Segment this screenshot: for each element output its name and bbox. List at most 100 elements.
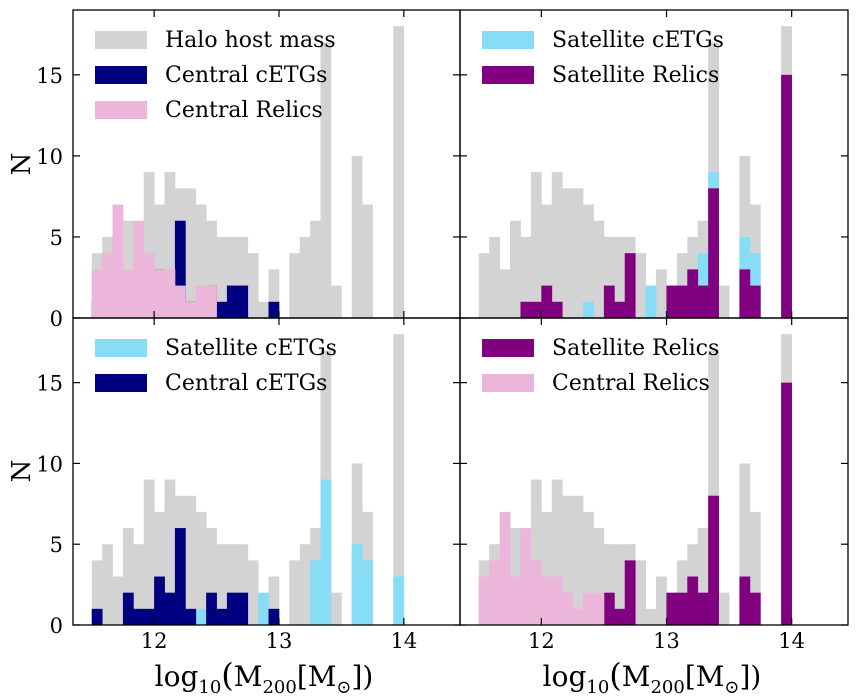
bar-halo (510, 528, 521, 625)
bar-halo (299, 236, 311, 318)
y-tick-label: 15 (36, 64, 63, 88)
legend-panel-2: Satellite cETGs Satellite Relics (482, 28, 724, 88)
bar-halo (656, 269, 667, 318)
legend-label: Central cETGs (165, 63, 327, 88)
bar-central-relics (174, 285, 186, 318)
bar-satellite-relics (520, 301, 532, 318)
bar-satellite-cetgs (351, 544, 363, 625)
bar-halo (614, 236, 626, 318)
bar-central-cetgs (206, 592, 217, 625)
bar-halo (185, 188, 197, 318)
bar-halo (330, 592, 342, 625)
bar-halo (164, 172, 176, 318)
bar-halo (708, 350, 719, 625)
bar-central-cetgs (226, 592, 238, 625)
bar-central-cetgs (268, 608, 280, 625)
bar-halo (195, 204, 207, 318)
bar-halo (562, 495, 574, 625)
legend-label: Satellite cETGs (165, 336, 337, 361)
bar-central-relics (478, 576, 490, 625)
bar-halo (593, 528, 605, 625)
bar-halo (635, 560, 646, 625)
bar-halo (289, 253, 301, 318)
bar-halo (362, 204, 373, 318)
bar-central-relics (133, 220, 145, 318)
legend-swatch (95, 66, 147, 84)
bar-central-relics (143, 253, 155, 318)
bar-halo (247, 560, 259, 625)
bar-central-relics (562, 592, 574, 625)
bar-central-relics (122, 269, 134, 318)
x-tick-label: 14 (778, 629, 805, 653)
bar-satellite-cetgs (195, 608, 207, 625)
bar-satellite-relics (666, 285, 678, 318)
bar-satellite-relics (603, 285, 615, 318)
y-tick-label: 10 (36, 145, 63, 169)
bar-halo (330, 285, 342, 318)
legend-label: Central Relics (552, 371, 710, 396)
bar-satellite-relics (687, 269, 699, 318)
panel-2: Satellite cETGs Satellite Relics (478, 26, 792, 319)
bar-halo (603, 236, 615, 318)
bar-central-relics (91, 269, 103, 318)
legend-swatch (482, 339, 534, 357)
bar-halo (551, 172, 563, 318)
bar-central-cetgs (185, 608, 197, 625)
bar-halo (122, 528, 134, 625)
bar-central-relics (572, 608, 584, 625)
legend-swatch (482, 66, 534, 84)
bar-central-cetgs (174, 220, 186, 318)
bar-halo (226, 236, 238, 318)
bar-satellite-relics (614, 301, 626, 318)
y-axis-label-top: N (7, 153, 37, 176)
bar-satellite-relics (781, 382, 792, 625)
panels: Halo host mass Central cETGs Central Relic… (91, 26, 792, 625)
bar-satellite-relics (551, 301, 563, 318)
bar-halo (258, 301, 269, 318)
bar-halo (237, 544, 249, 625)
bar-central-cetgs (226, 285, 238, 318)
bar-halo (572, 495, 584, 625)
y-tick-label: 5 (50, 533, 63, 557)
bar-halo (530, 479, 542, 625)
axes-frame (72, 9, 849, 626)
bar-halo (510, 220, 521, 318)
legend-swatch (482, 31, 534, 49)
bar-halo (351, 155, 363, 318)
y-tick-label: 0 (50, 307, 63, 331)
legend-swatch (95, 31, 147, 49)
legend-swatch (95, 374, 147, 392)
bar-central-relics (195, 285, 207, 318)
bar-halo (478, 253, 490, 318)
bar-central-relics (520, 528, 532, 625)
legend-label: Satellite cETGs (552, 28, 724, 53)
x-tick-label: 12 (141, 629, 168, 653)
bar-central-cetgs (154, 576, 165, 625)
legend-panel-4: Satellite Relics Central Relics (482, 336, 719, 396)
bar-central-cetgs (164, 592, 176, 625)
bar-halo (226, 544, 238, 625)
bar-halo (112, 576, 124, 625)
bar-halo (320, 42, 332, 319)
bar-halo (739, 463, 751, 625)
bar-central-relics (541, 576, 553, 625)
bar-halo (299, 544, 311, 625)
bar-halo (216, 236, 228, 318)
bar-satellite-relics (530, 301, 542, 318)
bar-satellite-relics (697, 285, 709, 318)
bar-central-relics (530, 560, 542, 625)
bar-halo (562, 188, 574, 318)
bar-central-relics (102, 253, 113, 318)
x-tick-label: 12 (528, 629, 555, 653)
bar-halo (489, 236, 501, 318)
legend-swatch (95, 339, 147, 357)
bar-halo (697, 528, 709, 625)
bar-central-relics (583, 592, 594, 625)
x-axis-label-left: log10(M200[M⊙]) (155, 656, 374, 698)
bar-halo (718, 285, 730, 318)
bar-satellite-relics (739, 576, 751, 625)
bar-satellite-relics (687, 576, 699, 625)
bar-halo (154, 204, 165, 318)
y-tick-label: 10 (36, 452, 63, 476)
bar-satellite-relics (666, 592, 678, 625)
